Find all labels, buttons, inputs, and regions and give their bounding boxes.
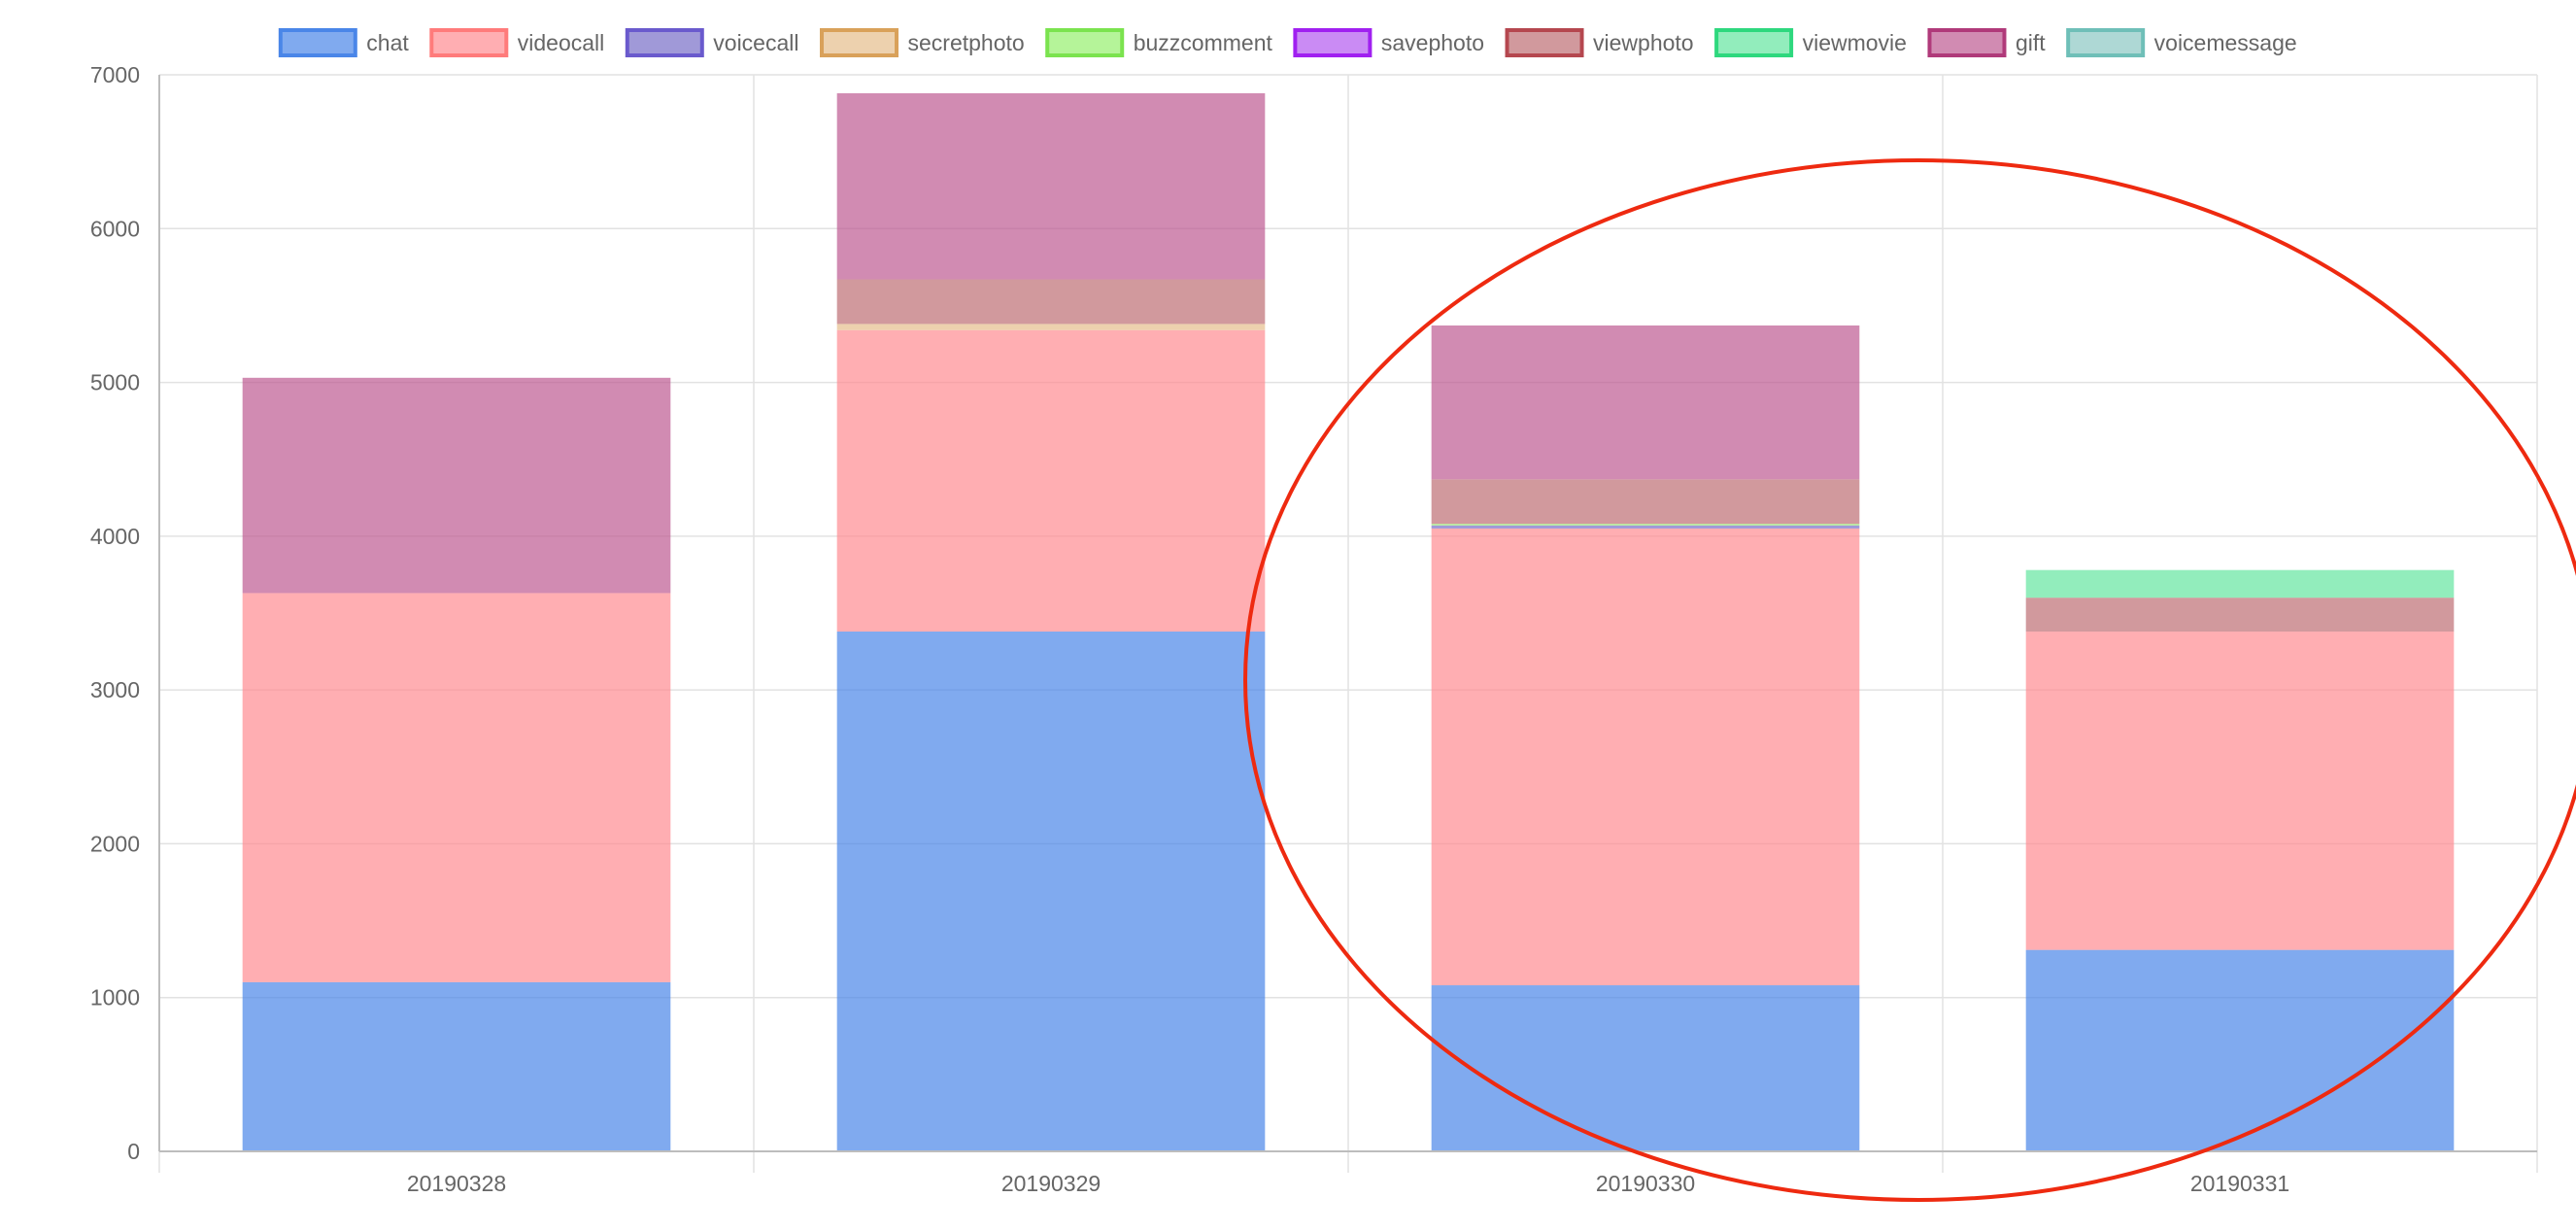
legend-label: voicecall	[713, 30, 798, 55]
bar-buzzcomment-20190330[interactable]	[1431, 524, 1860, 526]
legend-swatch	[1045, 28, 1125, 57]
bar-gift-20190329[interactable]	[836, 92, 1266, 280]
y-tick-label: 6000	[90, 216, 140, 241]
x-tick-label: 20190328	[407, 1171, 506, 1196]
legend-label: videocall	[518, 30, 605, 55]
legend-swatch	[1505, 28, 1584, 57]
legend-swatch	[625, 28, 704, 57]
legend-item-gift[interactable]: gift	[1927, 28, 2046, 57]
bar-gift-20190330[interactable]	[1431, 325, 1860, 480]
legend-label: gift	[2016, 30, 2046, 55]
bar-chat-20190330[interactable]	[1431, 985, 1860, 1151]
legend-label: viewphoto	[1593, 30, 1694, 55]
bar-viewmovie-20190331[interactable]	[2025, 569, 2455, 599]
bar-chat-20190331[interactable]	[2025, 949, 2455, 1151]
bar-videocall-20190330[interactable]	[1431, 528, 1860, 986]
x-tick-label: 20190329	[1001, 1171, 1101, 1196]
annotation-layer	[1243, 158, 2576, 1202]
y-tick-label: 2000	[90, 831, 140, 856]
legend-label: chat	[366, 30, 409, 55]
y-axis-ticks: 0 1000 2000 3000 4000 5000 6000 7000	[90, 62, 140, 1164]
chart-legend: chat videocall voicecall secretphoto buzzcom…	[278, 28, 2297, 57]
bar-videocall-20190331[interactable]	[2025, 631, 2455, 950]
bar-gift-20190328[interactable]	[242, 377, 671, 594]
legend-label: secretphoto	[908, 30, 1025, 55]
legend-item-voicemessage[interactable]: voicemessage	[2066, 28, 2297, 57]
legend-swatch	[1293, 28, 1373, 57]
bar-secretphoto-20190329[interactable]	[836, 324, 1266, 330]
legend-swatch	[1714, 28, 1794, 57]
bar-videocall-20190328[interactable]	[242, 593, 671, 982]
legend-swatch	[429, 28, 509, 57]
bar-viewphoto-20190331[interactable]	[2025, 598, 2455, 632]
legend-item-videocall[interactable]: videocall	[429, 28, 605, 57]
bar-stacks	[242, 92, 2455, 1151]
y-tick-label: 7000	[90, 62, 140, 87]
legend-item-secretphoto[interactable]: secretphoto	[820, 28, 1025, 57]
legend-item-voicecall[interactable]: voicecall	[625, 28, 799, 57]
y-tick-label: 4000	[90, 524, 140, 549]
y-tick-label: 3000	[90, 677, 140, 702]
y-tick-label: 5000	[90, 370, 140, 395]
x-axis-ticks: 20190328 20190329 20190330 20190331	[407, 1171, 2289, 1196]
legend-swatch	[820, 28, 899, 57]
bar-viewphoto-20190330[interactable]	[1431, 479, 1860, 525]
legend-swatch	[2066, 28, 2146, 57]
bar-viewphoto-20190329[interactable]	[836, 279, 1266, 325]
bar-chat-20190329[interactable]	[836, 631, 1266, 1151]
legend-label: savephoto	[1381, 30, 1484, 55]
legend-swatch	[278, 28, 357, 57]
y-tick-label: 1000	[90, 985, 140, 1010]
axes	[158, 75, 2537, 1152]
legend-item-savephoto[interactable]: savephoto	[1293, 28, 1484, 57]
bar-videocall-20190329[interactable]	[836, 329, 1266, 632]
bar-chat-20190328[interactable]	[242, 981, 671, 1151]
highlight-ellipse	[1243, 158, 2576, 1202]
x-tick-label: 20190330	[1596, 1171, 1695, 1196]
legend-item-viewmovie[interactable]: viewmovie	[1714, 28, 1907, 57]
legend-item-viewphoto[interactable]: viewphoto	[1505, 28, 1694, 57]
legend-label: buzzcomment	[1134, 30, 1273, 55]
x-tick-label: 20190331	[2190, 1171, 2289, 1196]
legend-item-buzzcomment[interactable]: buzzcomment	[1045, 28, 1273, 57]
y-tick-label: 0	[127, 1139, 140, 1164]
legend-label: viewmovie	[1803, 30, 1907, 55]
legend-label: voicemessage	[2154, 30, 2297, 55]
bar-voicecall-20190330[interactable]	[1431, 525, 1860, 529]
legend-swatch	[1927, 28, 2007, 57]
legend-item-chat[interactable]: chat	[278, 28, 410, 57]
